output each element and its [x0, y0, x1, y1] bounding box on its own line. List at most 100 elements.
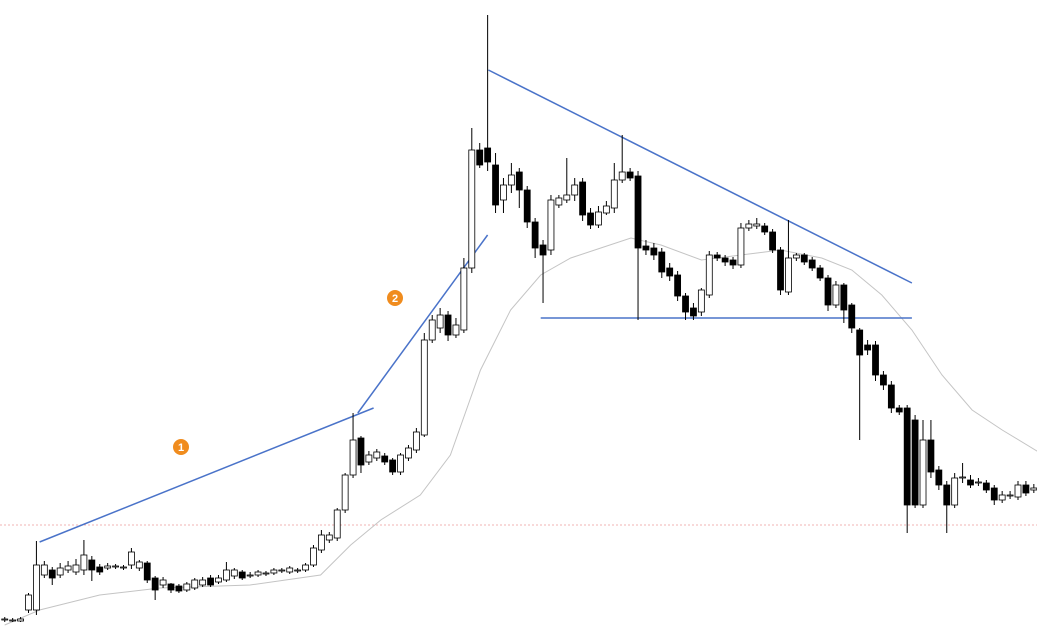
candle: [959, 463, 966, 483]
candle: [207, 575, 214, 587]
candle-body: [1014, 484, 1022, 498]
candle-body: [9, 619, 17, 622]
candle-body: [721, 257, 729, 263]
candle-body: [769, 231, 777, 251]
candle-body: [808, 259, 816, 269]
candle: [128, 548, 135, 569]
candle: [9, 618, 17, 622]
candle: [515, 168, 523, 208]
candle-body: [880, 374, 887, 386]
candle-body: [856, 329, 864, 356]
candle-body: [523, 189, 531, 223]
candle: [476, 143, 484, 168]
candle: [824, 275, 832, 311]
candle-body: [286, 567, 294, 573]
candle: [357, 436, 365, 473]
candle-body: [341, 474, 349, 511]
candle-body: [207, 577, 214, 586]
candle: [761, 223, 769, 235]
candle: [48, 567, 56, 585]
candle-body: [911, 419, 919, 506]
candle-body: [864, 344, 871, 351]
candle: [872, 341, 879, 381]
candle-body: [365, 454, 373, 463]
candle-body: [634, 175, 642, 249]
candle-body: [96, 566, 104, 573]
candle: [753, 218, 761, 229]
candle-body: [468, 149, 476, 269]
candle-body: [40, 564, 48, 576]
candle-body: [943, 484, 951, 506]
candle: [1, 617, 9, 622]
candle-body: [887, 384, 895, 409]
candle: [25, 593, 32, 613]
candle: [317, 530, 325, 553]
candle-body: [230, 569, 238, 577]
candle: [444, 311, 452, 341]
candle-body: [919, 439, 927, 506]
candle: [650, 243, 658, 260]
candle: [183, 582, 191, 592]
candle-body: [167, 583, 175, 591]
line: [4, 237, 1037, 626]
candle: [215, 575, 222, 584]
candle-body: [903, 407, 911, 506]
candle-body: [428, 319, 436, 341]
candle: [373, 449, 381, 461]
candle-body: [848, 304, 856, 329]
line: [39, 407, 374, 543]
candle: [199, 577, 207, 587]
candle-body: [975, 481, 982, 484]
candle: [658, 248, 666, 278]
candle: [40, 561, 48, 578]
candle: [428, 315, 436, 343]
candle-body: [325, 534, 333, 541]
candle-body: [967, 479, 974, 486]
candle: [222, 562, 230, 582]
candle: [705, 251, 713, 298]
candle: [848, 303, 856, 333]
candle-body: [563, 194, 571, 201]
candle-body: [389, 459, 397, 473]
candle-body: [927, 439, 935, 473]
candle-body: [412, 431, 420, 451]
candle: [262, 571, 270, 576]
candle: [642, 240, 650, 255]
candle-body: [737, 227, 745, 266]
candle: [1014, 481, 1022, 500]
candle-body: [792, 254, 800, 259]
candle-body: [602, 205, 610, 214]
candle: [278, 568, 286, 573]
candle: [967, 475, 974, 488]
candle-body: [816, 267, 824, 279]
candle-body: [397, 454, 404, 473]
candle-body: [571, 184, 579, 196]
candle-body: [120, 566, 127, 569]
candle-body: [294, 569, 302, 572]
candle-body: [215, 577, 222, 583]
candle-body: [832, 284, 840, 306]
candle-body: [436, 314, 444, 329]
candle: [135, 560, 143, 571]
candle: [927, 420, 935, 478]
candle-body: [25, 594, 32, 611]
candle: [840, 283, 848, 323]
candle-body: [88, 559, 96, 571]
candle-body: [302, 564, 309, 571]
candle: [452, 318, 460, 338]
candle-body: [56, 567, 64, 576]
candle-body: [278, 569, 286, 572]
candle-body: [373, 451, 381, 459]
candle: [785, 220, 792, 295]
candle-body: [151, 577, 159, 591]
candle-body: [595, 211, 602, 226]
candle-body: [128, 551, 135, 566]
line: [357, 234, 489, 414]
candle-body: [222, 569, 230, 581]
candle: [523, 186, 531, 228]
candle-body: [666, 267, 674, 277]
candle-body: [191, 579, 199, 589]
candle: [468, 128, 476, 273]
candle: [816, 265, 824, 281]
candle: [919, 420, 927, 508]
